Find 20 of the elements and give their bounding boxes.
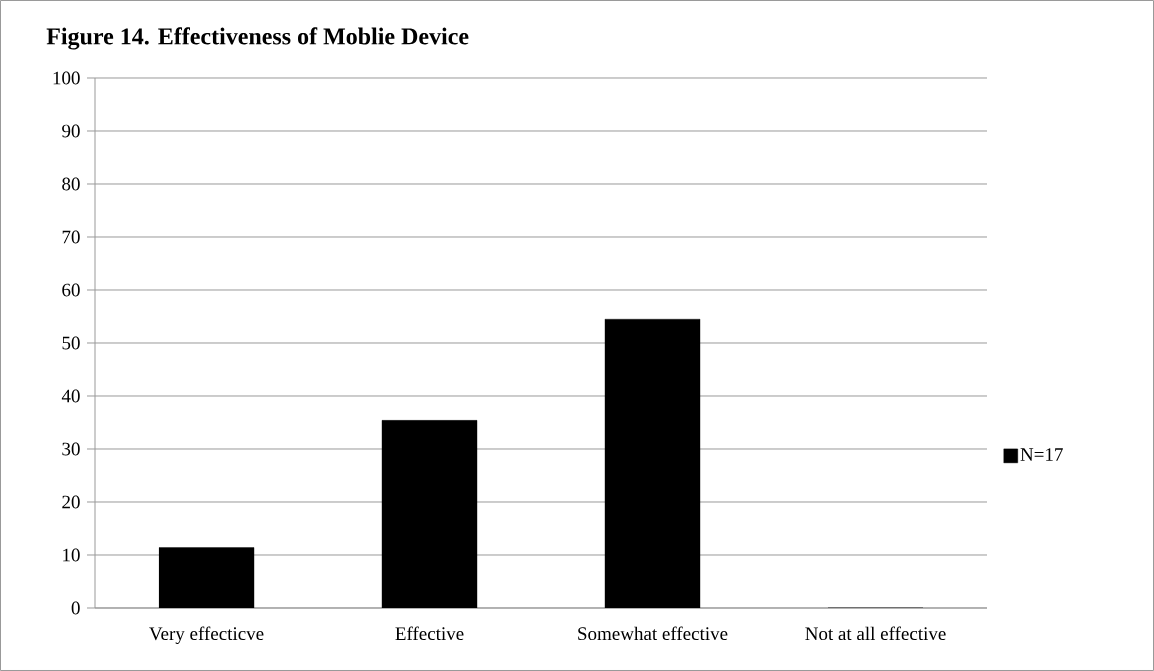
- y-tick-label: 40: [61, 389, 80, 403]
- y-tick-label: 30: [62, 442, 80, 456]
- y-tick-label: 70: [62, 230, 80, 244]
- y-tick-label: 10: [63, 548, 80, 562]
- chart-title: Figure 14. Effectiveness of Moblie Device: [46, 27, 469, 50]
- bar: [604, 318, 701, 608]
- y-tick-label: 0: [71, 601, 80, 615]
- y-tick-label: 80: [62, 177, 80, 191]
- x-tick-label: Somewhat effective: [578, 626, 728, 641]
- bar: [381, 420, 478, 608]
- legend-label: N=17: [1020, 448, 1063, 461]
- bar: [158, 547, 255, 608]
- y-tick-label: 100: [53, 71, 80, 85]
- y-tick-label: 60: [62, 283, 80, 297]
- y-tick-label: 90: [62, 124, 80, 138]
- y-tick-label: 20: [62, 495, 80, 509]
- y-tick-label: 50: [62, 336, 80, 350]
- x-tick-label: Very effecticve: [149, 626, 264, 644]
- x-tick-label: Effective: [395, 626, 464, 641]
- x-tick-label: Not at all effective: [805, 626, 946, 641]
